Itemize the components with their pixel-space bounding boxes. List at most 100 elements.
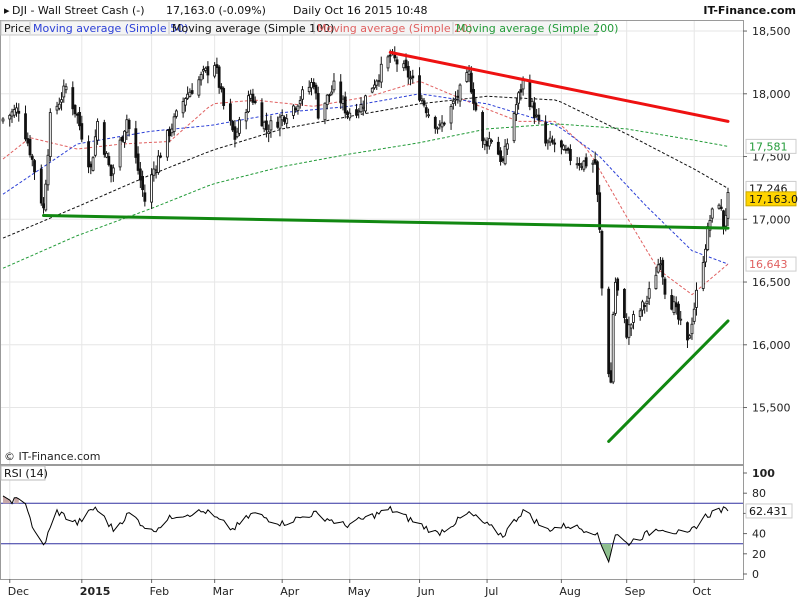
xtick-label: 2015 <box>80 585 111 598</box>
candle-body-up <box>150 174 154 203</box>
candle-body-down <box>120 136 124 142</box>
candle-body-down <box>577 163 581 166</box>
candle-body-down <box>39 168 43 204</box>
candle-body-up <box>379 63 383 83</box>
candle <box>449 103 453 130</box>
candle <box>127 118 131 137</box>
candle-body-up <box>361 106 365 109</box>
candle-body-down <box>78 111 81 127</box>
candle-body-down <box>276 121 280 128</box>
candle-body-down <box>346 111 349 116</box>
candle-body-down <box>229 103 232 122</box>
candle-body-down <box>550 139 554 143</box>
candle <box>231 119 235 132</box>
watermark: © IT-Finance.com <box>4 450 101 463</box>
candle-body-up <box>235 131 239 138</box>
candle-body-down <box>418 75 421 101</box>
rsi-overbought-fill <box>3 495 10 504</box>
xtick-label: May <box>348 585 371 598</box>
candle-body-up <box>402 63 406 69</box>
candle-body-up <box>262 121 266 130</box>
candle-body-down <box>388 54 392 57</box>
rsi-panel-frame <box>0 465 744 580</box>
candle <box>307 80 311 95</box>
candle <box>708 215 712 238</box>
candle-body-down <box>609 370 613 383</box>
candle-body-up <box>152 168 156 176</box>
candle <box>215 57 219 74</box>
candle <box>80 115 84 143</box>
candle <box>427 108 430 119</box>
value-marker: 17,581 <box>745 138 797 154</box>
candle-body-down <box>537 114 541 121</box>
candle-body-down <box>496 141 500 155</box>
candle <box>62 79 66 103</box>
candle <box>616 277 620 296</box>
candle <box>663 276 667 300</box>
candle <box>544 115 548 147</box>
candle <box>568 144 572 166</box>
candle-body-up <box>332 80 336 91</box>
candle <box>183 97 187 112</box>
moving-average-simple-100-line <box>2 95 729 239</box>
candle <box>458 83 462 107</box>
candle-body-down <box>339 81 343 104</box>
legend: Price Moving average (Simple 50)Moving av… <box>0 20 618 36</box>
symbol-label: DJI - Wall Street Cash (-) <box>12 4 145 17</box>
legend-item: Moving average (Simple 200) <box>456 22 618 35</box>
candle-body-up <box>688 335 692 339</box>
candle <box>656 258 660 274</box>
candle-body-down <box>474 102 478 111</box>
candle <box>686 321 689 349</box>
candle-body-down <box>395 59 399 65</box>
candle-body-up <box>325 94 329 106</box>
legend-item: Moving average (Simple 100) <box>172 22 334 35</box>
candle <box>348 108 352 121</box>
candle <box>73 104 77 118</box>
candle <box>692 302 696 325</box>
candle-body-up <box>659 263 662 266</box>
price-change: 17,163.0 (-0.09%) <box>166 4 266 17</box>
candle <box>517 91 521 110</box>
candle-body-down <box>598 192 602 230</box>
candle-body-up <box>701 262 705 289</box>
candle-body-down <box>217 66 221 88</box>
candle <box>559 139 563 155</box>
legend-item: Moving average (Simple 50) <box>33 22 188 35</box>
candle-body-up <box>118 139 122 168</box>
candle-body-up <box>172 116 176 132</box>
support-trendline <box>42 214 730 230</box>
candle-body-down <box>87 141 90 168</box>
candle <box>411 69 415 84</box>
candle-body-up <box>247 95 250 113</box>
price-ytick-label: 16,000 <box>752 339 791 352</box>
candle <box>422 97 426 108</box>
value-marker-box <box>745 191 797 207</box>
candle <box>562 143 566 151</box>
candle-body-up <box>440 122 444 128</box>
candle <box>260 98 264 127</box>
candle-body-up <box>238 119 241 134</box>
rsi-value-box <box>745 503 793 519</box>
candle-body-up <box>490 140 493 142</box>
candle-body-down <box>75 113 79 116</box>
rsi-panel-label: RSI (14) <box>4 467 48 480</box>
candle-body-up <box>409 77 412 80</box>
candlestick-layer <box>1 46 730 385</box>
candle-body-up <box>638 310 642 317</box>
candle-body-up <box>582 160 586 170</box>
value-marker-label: 16,643 <box>749 258 788 271</box>
candle-body-up <box>375 80 379 86</box>
candle <box>105 151 108 159</box>
candle <box>577 157 581 171</box>
price-ytick-label: 17,000 <box>752 213 791 226</box>
candle <box>355 103 358 119</box>
candle <box>330 85 334 96</box>
candle-body-up <box>62 85 66 98</box>
candle <box>48 108 52 162</box>
candle <box>33 158 36 180</box>
candle <box>235 127 239 139</box>
candle-body-up <box>60 99 63 103</box>
candle <box>150 168 154 209</box>
candle <box>638 308 642 321</box>
